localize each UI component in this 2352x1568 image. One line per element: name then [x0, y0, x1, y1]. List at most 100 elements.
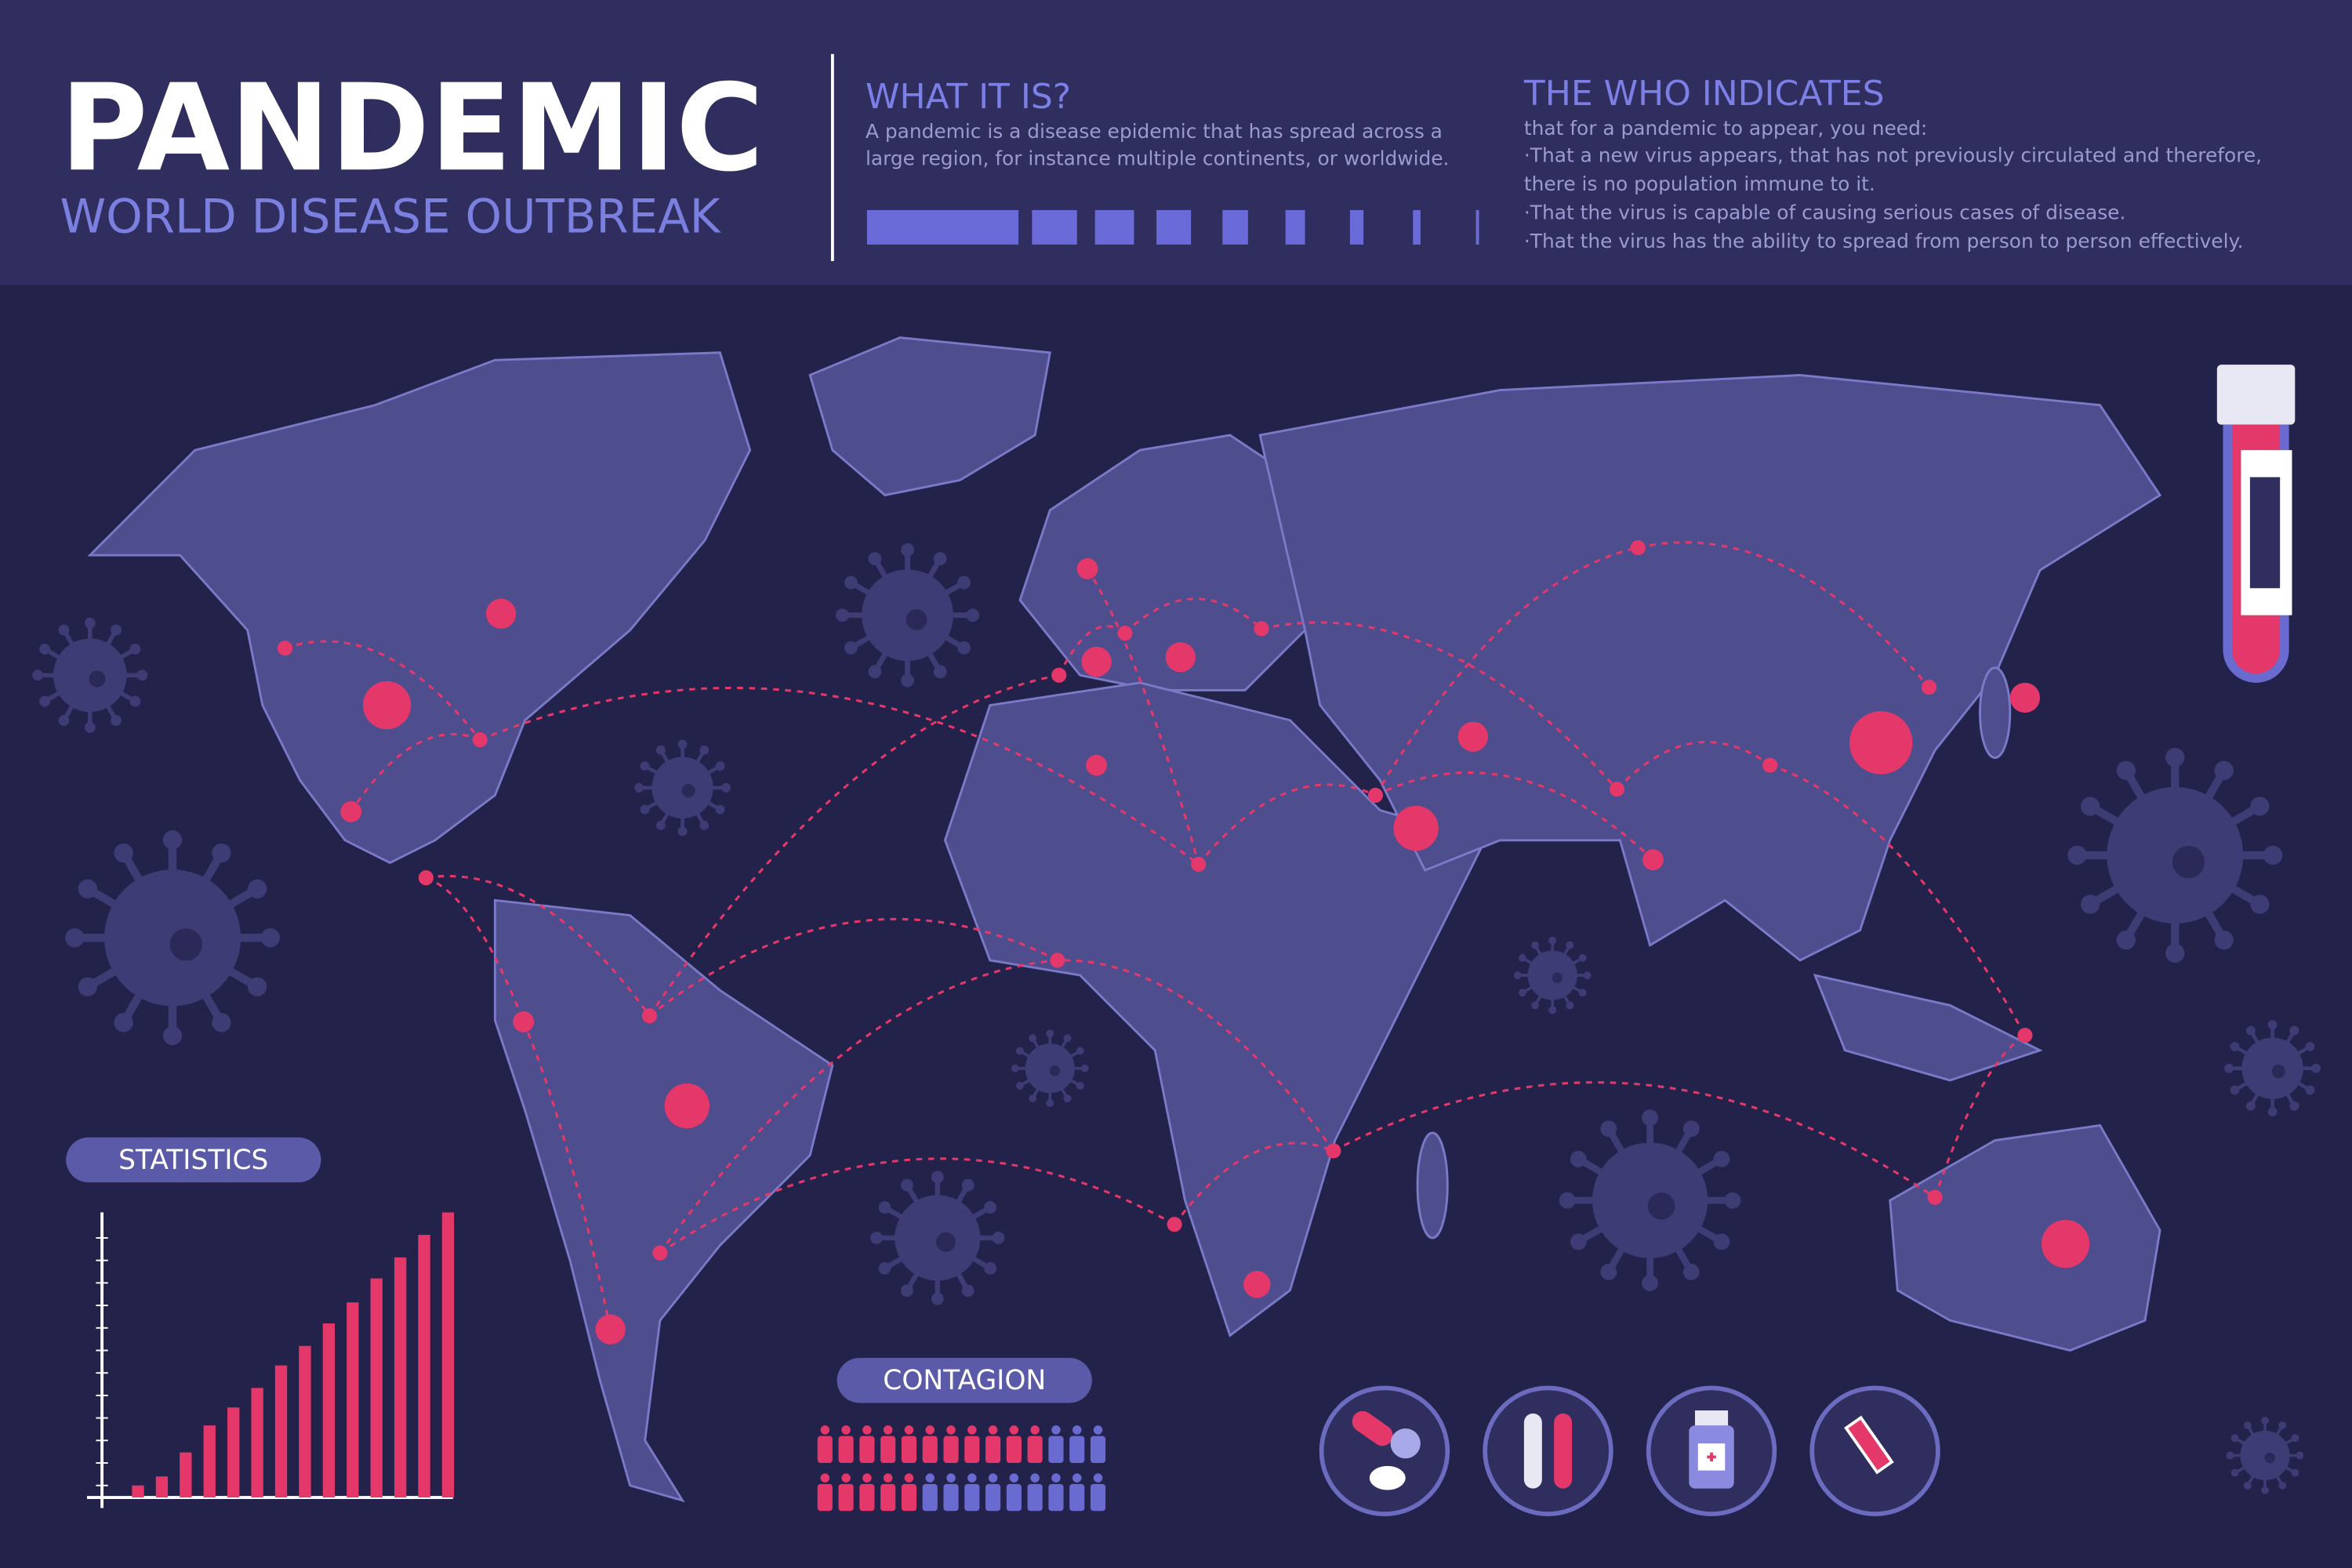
- spike-tip: [2311, 1063, 2321, 1073]
- spike-tip: [1029, 1034, 1037, 1043]
- spike-tip: [2165, 943, 2185, 963]
- spike-tip: [2230, 1434, 2239, 1443]
- spike-tip: [2230, 1085, 2240, 1095]
- dot: [1927, 1189, 1943, 1205]
- person-head: [967, 1473, 977, 1483]
- arc: [1616, 741, 1771, 790]
- arc: [479, 686, 1200, 866]
- dot: [1457, 721, 1488, 752]
- arc: [426, 874, 651, 1017]
- dot: [1630, 539, 1646, 556]
- title: PANDEMIC: [60, 59, 764, 198]
- spike-tip: [2291, 1434, 2299, 1443]
- dot: [595, 1314, 626, 1345]
- person-body: [880, 1436, 896, 1464]
- spike-tip: [1566, 1001, 1574, 1010]
- person-head: [1093, 1425, 1103, 1435]
- spike-tip: [1063, 1094, 1072, 1103]
- spike-tip: [114, 843, 133, 863]
- spike-tip: [2214, 760, 2234, 780]
- bar: [251, 1388, 263, 1498]
- arc: [1933, 1034, 2026, 1198]
- virus: [32, 617, 148, 733]
- person: [1090, 1425, 1106, 1464]
- arc: [1197, 783, 1377, 866]
- spike-tip: [1076, 1047, 1084, 1055]
- spike-tip: [1713, 1233, 1730, 1250]
- dot: [1167, 1217, 1182, 1232]
- person: [964, 1425, 980, 1464]
- person-head: [904, 1473, 914, 1483]
- spike-tip: [2245, 1101, 2256, 1111]
- spike-tip: [2116, 930, 2136, 950]
- spike-tip: [2291, 1468, 2299, 1477]
- spike-tip: [984, 1261, 996, 1275]
- spike-tip: [835, 608, 849, 622]
- subtitle: WORLD DISEASE OUTBREAK: [60, 190, 722, 244]
- arc: [1637, 541, 1930, 688]
- person: [943, 1473, 959, 1512]
- arc: [1333, 1081, 1936, 1199]
- person-head: [904, 1425, 914, 1435]
- person: [1048, 1473, 1064, 1512]
- person: [838, 1425, 854, 1464]
- spike-tip: [1011, 1064, 1019, 1073]
- person: [1069, 1473, 1085, 1512]
- spike-tip: [129, 644, 141, 655]
- spike-tip: [247, 977, 267, 996]
- person: [943, 1425, 959, 1464]
- person: [1006, 1425, 1022, 1464]
- person-body: [922, 1483, 938, 1512]
- virus-spot: [1646, 1191, 1677, 1221]
- dot: [652, 1245, 668, 1261]
- what-heading: WHAT IT IS?: [866, 77, 1071, 117]
- spike-tip: [84, 721, 96, 733]
- spike-tip: [715, 761, 725, 771]
- spike-tip: [1029, 1094, 1037, 1103]
- arc: [1057, 959, 1335, 1152]
- spike-tip: [1046, 1029, 1054, 1038]
- spike-tip: [868, 552, 882, 566]
- spike-tip: [1548, 1006, 1557, 1014]
- spike-tip: [933, 665, 947, 679]
- spike-tip: [1076, 1081, 1084, 1090]
- arc: [1374, 546, 1639, 797]
- virus: [835, 543, 980, 688]
- virus: [65, 830, 281, 1046]
- dot: [418, 870, 434, 886]
- dot: [472, 731, 488, 748]
- who-line: there is no population immune to it.: [1524, 172, 1875, 195]
- spike-tip: [1578, 989, 1587, 997]
- person: [1069, 1425, 1085, 1464]
- arc: [1261, 621, 1618, 790]
- virus: [634, 739, 731, 837]
- bar: [322, 1323, 336, 1498]
- spike-tip: [2267, 1020, 2278, 1030]
- who-line: that for a pandemic to appear, you need:: [1524, 117, 1927, 140]
- spike-tip: [2305, 1041, 2315, 1051]
- spike-tip: [2278, 1481, 2287, 1490]
- person-head: [967, 1425, 977, 1435]
- spike-tip: [931, 1171, 944, 1184]
- spike-tip: [212, 1013, 231, 1033]
- contagion-pill: [837, 1358, 1092, 1403]
- spike-tip: [844, 641, 858, 655]
- person: [901, 1425, 917, 1464]
- spike-tip: [677, 739, 688, 750]
- person: [817, 1473, 833, 1512]
- person: [1048, 1425, 1064, 1464]
- spike-tip: [901, 543, 914, 557]
- person-body: [964, 1483, 980, 1512]
- person-head: [841, 1425, 851, 1435]
- spike-tip: [1566, 941, 1574, 949]
- arc: [1769, 764, 2027, 1036]
- person-body: [922, 1436, 938, 1464]
- person: [859, 1473, 875, 1512]
- contagion-people: [817, 1425, 1106, 1512]
- spike-tip: [957, 575, 971, 590]
- arc: [522, 1021, 612, 1330]
- spike-tip: [901, 1284, 913, 1298]
- dot: [1191, 856, 1207, 872]
- dot: [1393, 805, 1439, 851]
